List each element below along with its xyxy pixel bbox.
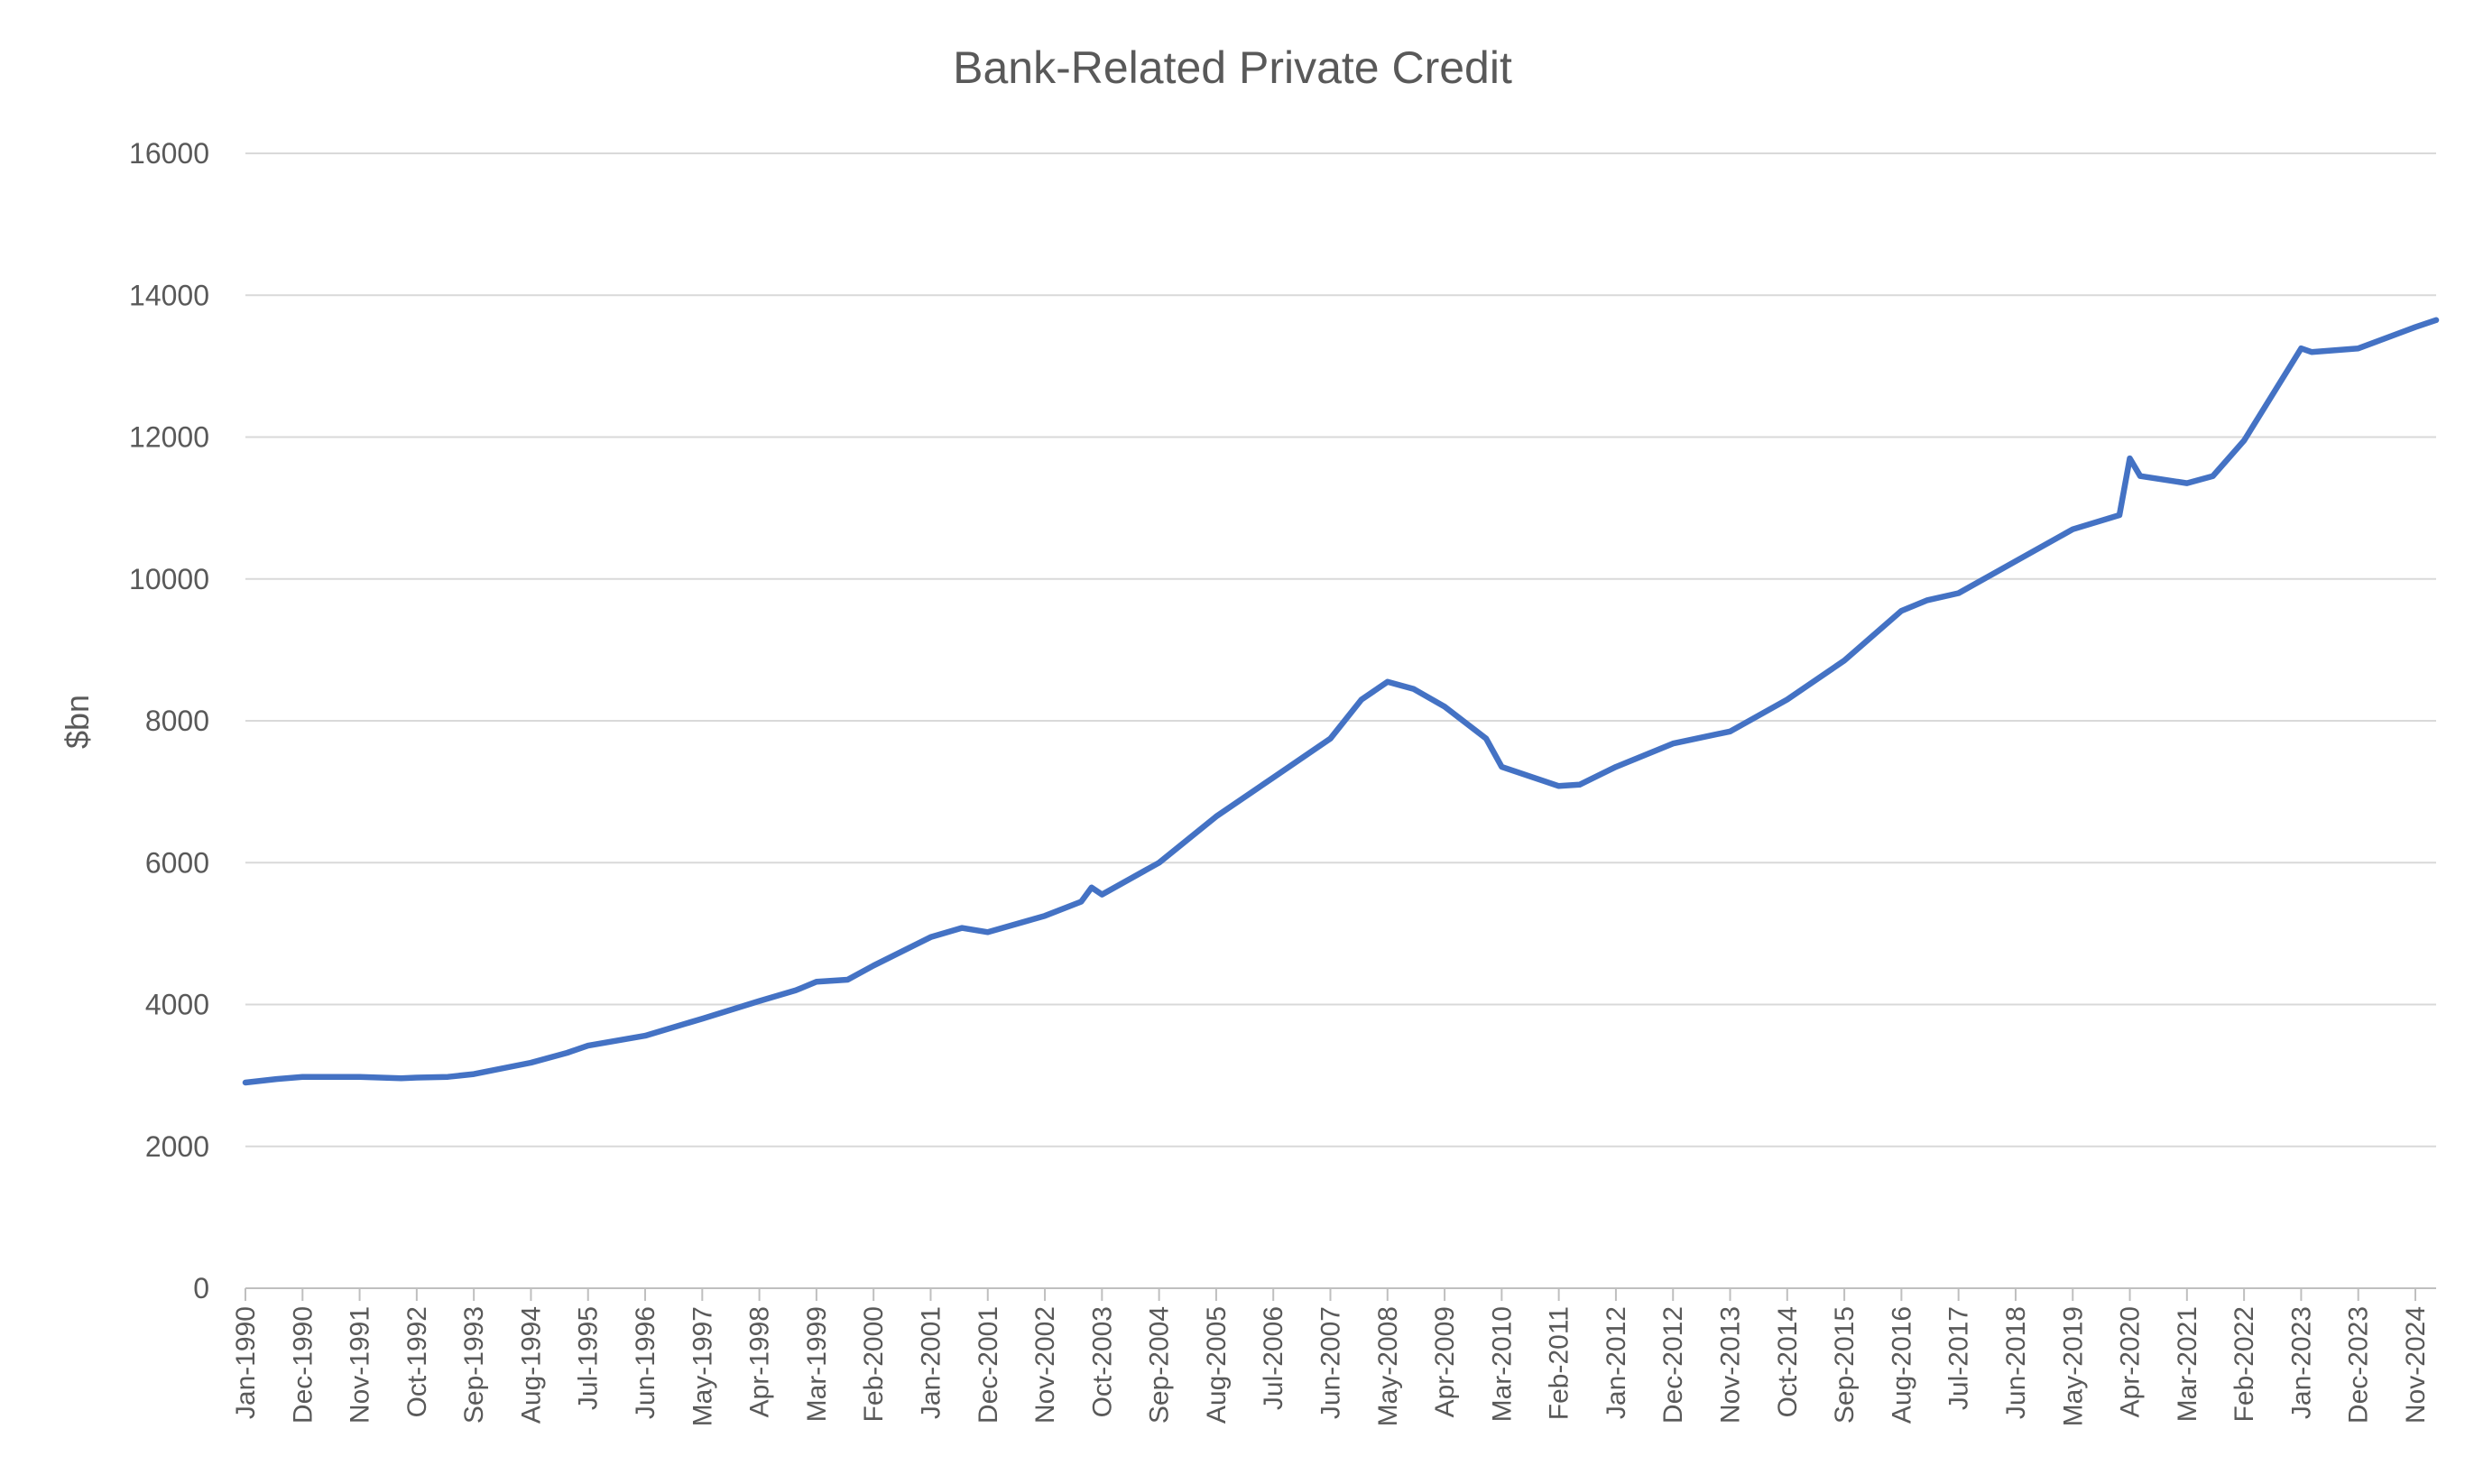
x-axis-ticks: Jan-1990 Dec-1990 Nov-1991 Oct-1992 Sep-1993… <box>231 1288 2431 1426</box>
x-tick-label: Jul-2006 <box>1259 1306 1288 1410</box>
y-tick-label: 12000 <box>129 421 209 454</box>
x-tick-label: Mar-2010 <box>1487 1306 1517 1422</box>
series-line <box>242 317 2440 1086</box>
x-tick-label: Apr-2020 <box>2116 1306 2146 1417</box>
gridlines <box>245 152 2436 1148</box>
x-tick-label: Nov-2024 <box>2401 1306 2431 1424</box>
x-tick-label: May-2019 <box>2058 1306 2088 1426</box>
y-tick-label: 6000 <box>145 846 209 879</box>
x-tick-label: Jan-2012 <box>1602 1306 1631 1419</box>
x-tick-label: Oct-1992 <box>402 1306 432 1417</box>
x-tick-label: Feb-2022 <box>2230 1306 2259 1422</box>
x-tick-label: Jul-1995 <box>574 1306 604 1410</box>
x-tick-label: Dec-2023 <box>2344 1306 2374 1424</box>
x-tick-label: Dec-2012 <box>1658 1306 1688 1424</box>
x-tick-label: Jun-1996 <box>631 1306 660 1419</box>
x-tick-label: Sep-2004 <box>1145 1306 1175 1424</box>
x-tick-label: Sep-2015 <box>1830 1306 1860 1424</box>
x-tick-label: Aug-1994 <box>516 1306 546 1424</box>
y-tick-label: 10000 <box>129 563 209 595</box>
x-tick-label: Oct-2003 <box>1087 1306 1117 1417</box>
y-tick-label: 14000 <box>129 279 209 311</box>
x-tick-label: Nov-1991 <box>346 1306 375 1424</box>
x-tick-label: Nov-2013 <box>1716 1306 1746 1424</box>
x-tick-label: Sep-1993 <box>459 1306 489 1424</box>
x-tick-label: Mar-2021 <box>2173 1306 2202 1422</box>
x-tick-label: Dec-2001 <box>974 1306 1003 1424</box>
x-tick-label: Feb-2011 <box>1545 1306 1574 1420</box>
y-axis-label: $bn <box>59 695 96 749</box>
x-tick-label: Jan-2001 <box>916 1306 946 1419</box>
chart-title: Bank-Related Private Credit <box>953 42 1512 93</box>
x-tick-label: Jun-2007 <box>1316 1306 1345 1419</box>
x-tick-label: Nov-2002 <box>1030 1306 1060 1424</box>
x-tick-label: Dec-1990 <box>288 1306 318 1424</box>
x-tick-label: Jan-2023 <box>2286 1306 2316 1419</box>
x-tick-label: Mar-1999 <box>802 1306 832 1422</box>
y-tick-label: 16000 <box>129 137 209 170</box>
x-tick-label: May-1997 <box>688 1306 717 1426</box>
x-tick-label: May-2008 <box>1373 1306 1403 1426</box>
x-tick-label: Jul-2017 <box>1944 1306 1974 1410</box>
x-tick-label: Apr-2009 <box>1430 1306 1460 1417</box>
x-tick-label: Oct-2014 <box>1773 1306 1803 1417</box>
y-tick-label: 8000 <box>145 705 209 737</box>
x-tick-label: Jan-1990 <box>231 1306 261 1419</box>
y-tick-label: 4000 <box>145 989 209 1021</box>
x-tick-label: Feb-2000 <box>859 1306 889 1422</box>
y-axis-ticks: 0 2000 4000 6000 8000 10000 12000 14000 16000 <box>129 137 209 1304</box>
x-tick-label: Apr-1998 <box>745 1306 775 1417</box>
x-tick-label: Aug-2016 <box>1887 1306 1916 1424</box>
x-tick-label: Aug-2005 <box>1202 1306 1232 1424</box>
x-tick-label: Jun-2018 <box>2001 1306 2031 1419</box>
y-tick-label: 2000 <box>145 1130 209 1163</box>
y-tick-label: 0 <box>193 1272 209 1304</box>
